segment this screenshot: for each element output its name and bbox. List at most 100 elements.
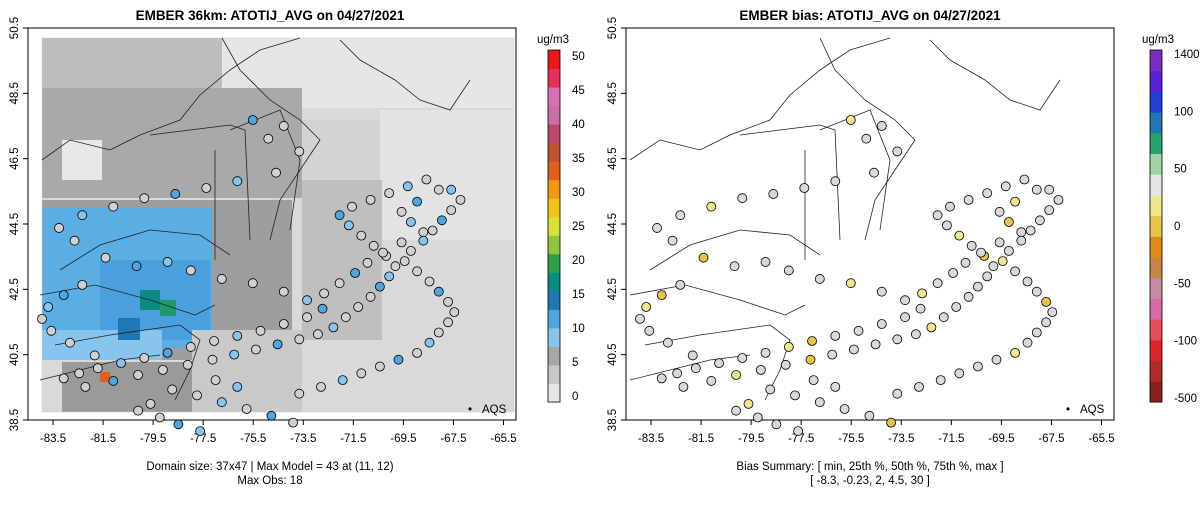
obs-site: [900, 312, 910, 323]
obs-site: [1031, 184, 1042, 195]
x-tick-label: -83.5: [40, 433, 66, 445]
obs-site: [396, 237, 407, 248]
obs-site: [449, 307, 460, 318]
obs-site: [446, 205, 457, 216]
obs-site: [271, 167, 281, 178]
obs-site: [1000, 181, 1011, 192]
obs-site: [272, 339, 283, 350]
colorbar-swatch: [1150, 257, 1162, 279]
obs-site: [402, 181, 413, 192]
x-tick-label: -67.5: [440, 433, 466, 445]
obs-site: [954, 368, 965, 379]
left-colorbar-swatches: [547, 49, 561, 403]
obs-site: [278, 286, 289, 297]
y-tick-label: 46.5: [607, 147, 619, 169]
obs-site: [418, 235, 429, 246]
colorbar-label: 30: [572, 187, 585, 199]
obs-site: [337, 375, 348, 386]
obs-site: [443, 296, 454, 307]
y-tick-label: 50.5: [9, 17, 21, 39]
obs-site: [328, 322, 339, 333]
obs-site: [973, 281, 983, 292]
obs-site: [1004, 217, 1014, 227]
obs-site: [173, 419, 184, 430]
obs-site: [830, 176, 841, 187]
obs-site: [845, 278, 856, 289]
left-colorbar-unit: ug/m3: [537, 34, 569, 46]
obs-site: [845, 115, 856, 125]
colorbar-swatch: [1150, 153, 1162, 175]
obs-site: [356, 368, 367, 379]
colorbar-swatch: [1150, 91, 1162, 113]
colorbar-label: -50: [1174, 278, 1191, 290]
right-colorbar-swatches: [1149, 49, 1163, 403]
colorbar-swatch: [548, 290, 560, 310]
left-obs-sites: [37, 115, 466, 437]
obs-site: [247, 278, 258, 289]
obs-site: [192, 390, 202, 401]
colorbar-swatch: [548, 216, 560, 236]
x-tick-label: -77.5: [190, 433, 216, 445]
right-legend-aqs: AQS: [1080, 404, 1105, 416]
obs-site: [433, 327, 444, 338]
obs-site: [396, 206, 407, 217]
left-panel: EMBER 36km: ATOTIJ_AVG on 04/27/2021: [9, 8, 517, 487]
obs-site: [635, 313, 645, 324]
right-x-ticks: -83.5 -81.5 -79.5 -77.5 -75.5 -73.5 -71.5 -69.5…: [638, 420, 1115, 445]
obs-site: [43, 302, 54, 312]
obs-site: [365, 291, 376, 302]
obs-site: [783, 342, 794, 352]
obs-site: [1025, 225, 1036, 236]
obs-site: [443, 317, 454, 328]
obs-site: [861, 133, 872, 144]
obs-site: [687, 350, 698, 361]
colorbar-label: 0: [572, 391, 578, 403]
obs-site: [951, 302, 962, 312]
obs-site: [343, 220, 354, 231]
obs-site: [74, 368, 85, 379]
obs-site: [58, 290, 69, 301]
obs-site: [729, 261, 740, 272]
right-panel: EMBER bias: ATOTIJ_AVG on 04/27/2021 • A…: [607, 8, 1115, 487]
obs-site: [1035, 215, 1045, 226]
obs-site: [294, 388, 305, 399]
obs-site: [900, 295, 910, 306]
obs-site: [849, 344, 859, 355]
obs-site: [1004, 245, 1014, 256]
obs-site: [790, 390, 800, 401]
y-tick-label: 40.5: [607, 343, 619, 365]
obs-site: [207, 354, 218, 365]
obs-site: [384, 188, 395, 199]
obs-site: [869, 167, 879, 178]
obs-site: [368, 240, 379, 251]
obs-site: [133, 405, 144, 416]
colorbar-label: 25: [572, 221, 585, 233]
x-tick-label: -71.5: [340, 433, 366, 445]
obs-site: [162, 347, 173, 358]
obs-site: [926, 322, 937, 333]
obs-site: [312, 329, 323, 340]
x-tick-label: -75.5: [240, 433, 266, 445]
obs-site: [982, 271, 993, 282]
obs-site: [963, 291, 974, 302]
obs-site: [446, 184, 457, 195]
obs-site: [455, 194, 466, 205]
y-tick-label: 38.5: [607, 409, 619, 431]
x-tick-label: -71.5: [938, 433, 964, 445]
right-y-ticks: 38.5 40.5 42.5 44.5 46.5 48.5 50.5: [607, 17, 626, 431]
obs-site: [412, 266, 423, 277]
obs-site: [892, 146, 903, 157]
obs-site: [864, 410, 875, 421]
colorbar-swatch: [1150, 319, 1162, 341]
obs-site: [255, 325, 266, 336]
obs-site: [1044, 184, 1055, 195]
obs-site: [667, 235, 678, 246]
obs-site: [1047, 307, 1058, 318]
colorbar-swatch: [548, 309, 560, 329]
y-tick-label: 42.5: [9, 278, 21, 300]
x-tick-label: -75.5: [838, 433, 864, 445]
obs-site: [1010, 266, 1020, 277]
obs-site: [374, 361, 385, 372]
obs-site: [210, 375, 221, 386]
obs-site: [827, 349, 838, 360]
